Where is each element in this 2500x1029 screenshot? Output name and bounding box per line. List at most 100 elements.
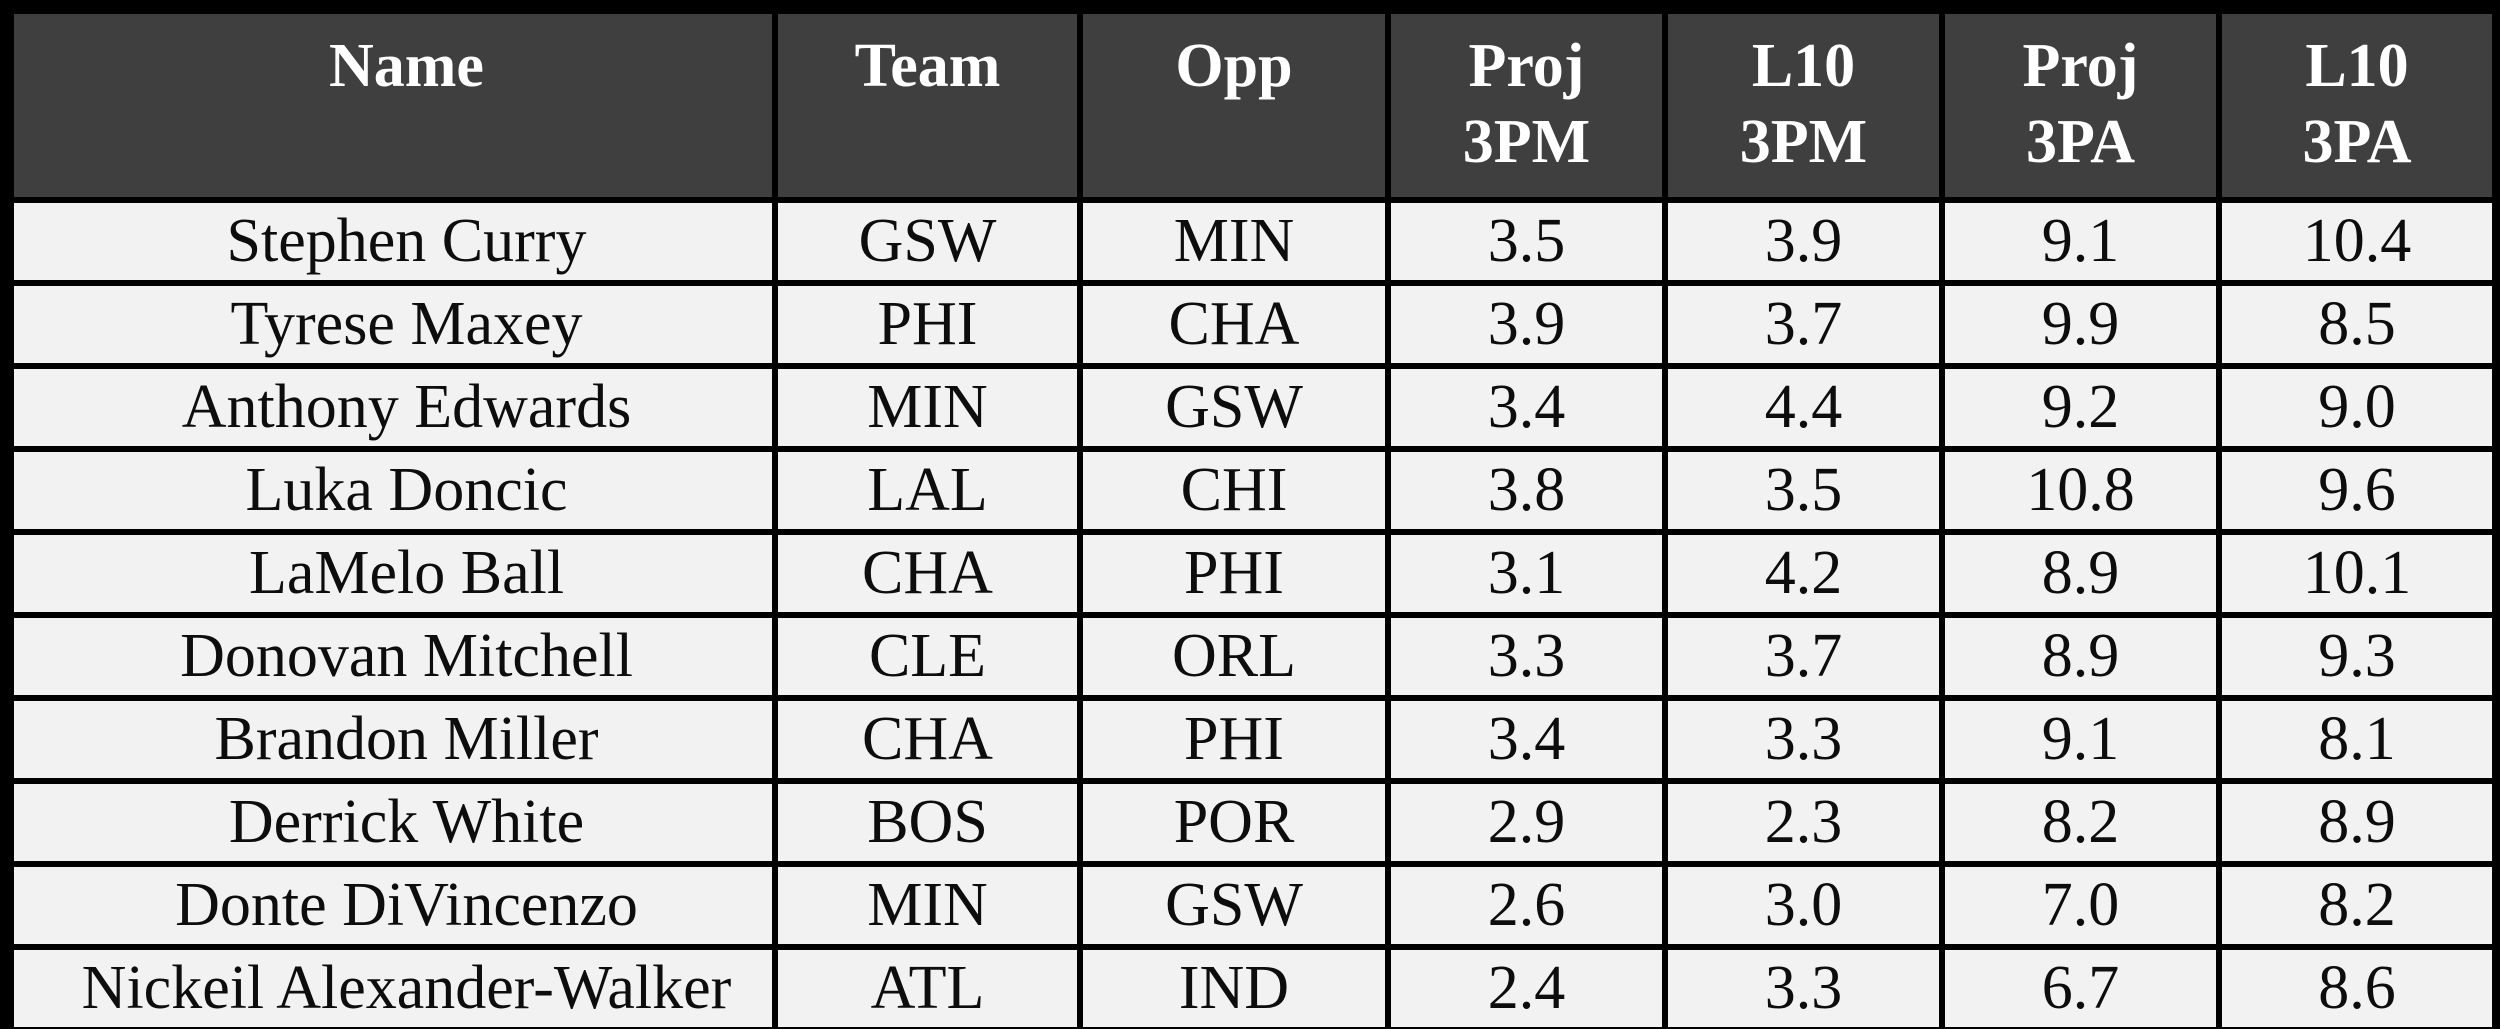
column-header-proj-3pm: Proj 3PM: [1385, 8, 1668, 203]
player-name-cell: Tyrese Maxey: [8, 280, 778, 369]
l10-3pm-cell: 3.3: [1662, 695, 1945, 784]
l10-3pa-cell: 8.2: [2216, 861, 2498, 950]
team-cell: CHA: [772, 695, 1083, 784]
table-row: LaMelo Ball CHA PHI 3.1 4.2 8.9 10.1: [8, 529, 2498, 618]
player-name-cell: Brandon Miller: [8, 695, 778, 784]
team-cell: MIN: [772, 861, 1083, 950]
opp-cell: GSW: [1077, 363, 1391, 452]
table-row: Nickeil Alexander-Walker ATL IND 2.4 3.3…: [8, 944, 2498, 1029]
proj-3pm-cell: 2.4: [1385, 944, 1668, 1029]
l10-3pm-cell: 2.3: [1662, 778, 1945, 867]
proj-3pm-cell: 2.6: [1385, 861, 1668, 950]
team-cell: PHI: [772, 280, 1083, 369]
column-header-l10-3pm-line2: 3PM: [1739, 108, 1868, 176]
proj-3pa-cell: 8.9: [1939, 529, 2222, 618]
column-header-name: Name: [8, 8, 778, 203]
proj-3pa-cell: 9.2: [1939, 363, 2222, 452]
proj-3pa-cell: 9.1: [1939, 695, 2222, 784]
stats-table: Name Team Opp Proj 3PM L10 3PM Proj 3PA …: [8, 8, 2498, 1029]
opp-cell: CHA: [1077, 280, 1391, 369]
column-header-opp-label: Opp: [1175, 32, 1293, 100]
opp-cell: ORL: [1077, 612, 1391, 701]
proj-3pm-cell: 3.5: [1385, 197, 1668, 286]
opp-cell: CHI: [1077, 446, 1391, 535]
column-header-l10-3pa-line1: L10: [2305, 32, 2409, 100]
l10-3pm-cell: 3.9: [1662, 197, 1945, 286]
table-row: Donovan Mitchell CLE ORL 3.3 3.7 8.9 9.3: [8, 612, 2498, 701]
l10-3pm-cell: 4.4: [1662, 363, 1945, 452]
table-row: Anthony Edwards MIN GSW 3.4 4.4 9.2 9.0: [8, 363, 2498, 452]
proj-3pm-cell: 3.4: [1385, 695, 1668, 784]
column-header-proj-3pa-line1: Proj: [2022, 32, 2139, 100]
team-cell: GSW: [772, 197, 1083, 286]
opp-cell: MIN: [1077, 197, 1391, 286]
proj-3pm-cell: 2.9: [1385, 778, 1668, 867]
l10-3pa-cell: 9.3: [2216, 612, 2498, 701]
opp-cell: PHI: [1077, 529, 1391, 618]
player-name-cell: Nickeil Alexander-Walker: [8, 944, 778, 1029]
player-name-cell: Donovan Mitchell: [8, 612, 778, 701]
column-header-l10-3pa: L10 3PA: [2216, 8, 2498, 203]
l10-3pa-cell: 8.9: [2216, 778, 2498, 867]
opp-cell: PHI: [1077, 695, 1391, 784]
team-cell: LAL: [772, 446, 1083, 535]
proj-3pa-cell: 10.8: [1939, 446, 2222, 535]
l10-3pa-cell: 9.6: [2216, 446, 2498, 535]
table-row: Derrick White BOS POR 2.9 2.3 8.2 8.9: [8, 778, 2498, 867]
team-cell: BOS: [772, 778, 1083, 867]
column-header-proj-3pa-line2: 3PA: [2025, 108, 2136, 176]
player-name-cell: Anthony Edwards: [8, 363, 778, 452]
column-header-name-label: Name: [329, 32, 484, 100]
column-header-team: Team: [772, 8, 1083, 203]
team-cell: CLE: [772, 612, 1083, 701]
proj-3pm-cell: 3.3: [1385, 612, 1668, 701]
proj-3pa-cell: 6.7: [1939, 944, 2222, 1029]
player-name-cell: Derrick White: [8, 778, 778, 867]
opp-cell: POR: [1077, 778, 1391, 867]
proj-3pa-cell: 8.2: [1939, 778, 2222, 867]
column-header-l10-3pm-line1: L10: [1751, 32, 1856, 100]
column-header-team-label: Team: [854, 32, 1001, 100]
player-name-cell: LaMelo Ball: [8, 529, 778, 618]
table-row: Stephen Curry GSW MIN 3.5 3.9 9.1 10.4: [8, 197, 2498, 286]
proj-3pa-cell: 9.1: [1939, 197, 2222, 286]
l10-3pa-cell: 8.6: [2216, 944, 2498, 1029]
l10-3pa-cell: 8.5: [2216, 280, 2498, 369]
l10-3pa-cell: 9.0: [2216, 363, 2498, 452]
proj-3pa-cell: 9.9: [1939, 280, 2222, 369]
l10-3pm-cell: 3.0: [1662, 861, 1945, 950]
proj-3pa-cell: 8.9: [1939, 612, 2222, 701]
l10-3pm-cell: 3.7: [1662, 612, 1945, 701]
table-row: Tyrese Maxey PHI CHA 3.9 3.7 9.9 8.5: [8, 280, 2498, 369]
table-row: Donte DiVincenzo MIN GSW 2.6 3.0 7.0 8.2: [8, 861, 2498, 950]
l10-3pa-cell: 8.1: [2216, 695, 2498, 784]
l10-3pm-cell: 4.2: [1662, 529, 1945, 618]
proj-3pa-cell: 7.0: [1939, 861, 2222, 950]
opp-cell: GSW: [1077, 861, 1391, 950]
proj-3pm-cell: 3.9: [1385, 280, 1668, 369]
l10-3pm-cell: 3.3: [1662, 944, 1945, 1029]
column-header-opp: Opp: [1077, 8, 1391, 203]
column-header-proj-3pm-line2: 3PM: [1462, 108, 1591, 176]
column-header-proj-3pm-line1: Proj: [1468, 32, 1585, 100]
opp-cell: IND: [1077, 944, 1391, 1029]
proj-3pm-cell: 3.1: [1385, 529, 1668, 618]
team-cell: CHA: [772, 529, 1083, 618]
proj-3pm-cell: 3.8: [1385, 446, 1668, 535]
l10-3pa-cell: 10.1: [2216, 529, 2498, 618]
team-cell: ATL: [772, 944, 1083, 1029]
proj-3pm-cell: 3.4: [1385, 363, 1668, 452]
column-header-proj-3pa: Proj 3PA: [1939, 8, 2222, 203]
l10-3pa-cell: 10.4: [2216, 197, 2498, 286]
player-name-cell: Luka Doncic: [8, 446, 778, 535]
player-name-cell: Stephen Curry: [8, 197, 778, 286]
l10-3pm-cell: 3.7: [1662, 280, 1945, 369]
player-name-cell: Donte DiVincenzo: [8, 861, 778, 950]
l10-3pm-cell: 3.5: [1662, 446, 1945, 535]
table-row: Luka Doncic LAL CHI 3.8 3.5 10.8 9.6: [8, 446, 2498, 535]
column-header-l10-3pm: L10 3PM: [1662, 8, 1945, 203]
column-header-l10-3pa-line2: 3PA: [2302, 108, 2412, 176]
table-row: Brandon Miller CHA PHI 3.4 3.3 9.1 8.1: [8, 695, 2498, 784]
team-cell: MIN: [772, 363, 1083, 452]
